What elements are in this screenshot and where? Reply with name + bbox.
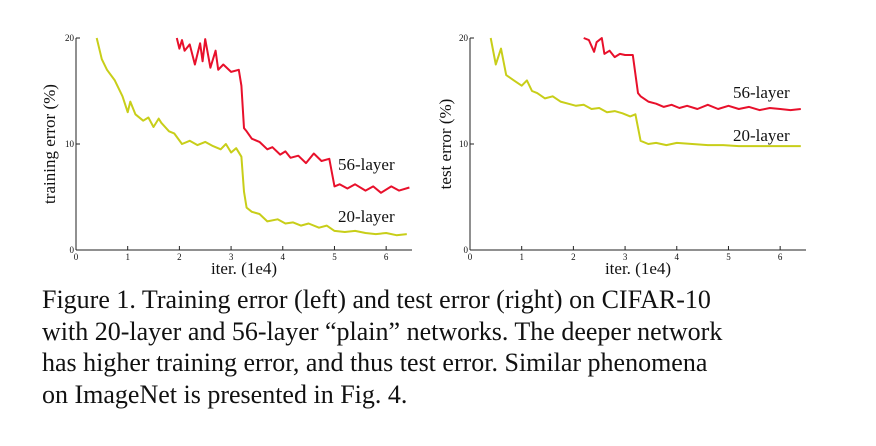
x-tick-label: 5 bbox=[332, 252, 337, 262]
x-tick-label: 0 bbox=[74, 252, 79, 262]
y-tick-label: 20 bbox=[65, 33, 75, 43]
chart-panel-test-error: 0 1 2 3 4 5 6 0 10 20 test error (%) iter. (1e4) 56-… bbox=[436, 33, 806, 278]
chart-panel-training-error: 0 1 2 3 4 5 6 0 10 20 training error (%) iter. (1e4… bbox=[40, 33, 412, 278]
caption-line: with 20-layer and 56-layer “plain” netwo… bbox=[42, 316, 723, 346]
series-label-20-layer: 20-layer bbox=[338, 207, 395, 226]
y-tick-label: 0 bbox=[464, 245, 469, 255]
y-tick-label: 20 bbox=[459, 33, 469, 43]
x-tick-label: 1 bbox=[125, 252, 130, 262]
series-line-56-layer bbox=[583, 37, 801, 112]
x-tick-label: 0 bbox=[468, 252, 473, 262]
x-tick-label: 2 bbox=[571, 252, 576, 262]
x-tick-label: 3 bbox=[229, 252, 234, 262]
series-line-20-layer bbox=[95, 37, 407, 237]
series-label-56-layer: 56-layer bbox=[338, 155, 395, 174]
series-label-20-layer: 20-layer bbox=[733, 126, 790, 145]
caption-line: has higher training error, and thus test… bbox=[42, 348, 708, 377]
x-tick-label: 1 bbox=[519, 252, 524, 262]
x-axis-label: iter. (1e4) bbox=[605, 259, 671, 278]
series-label-56-layer: 56-layer bbox=[733, 83, 790, 102]
y-axis-label: test error (%) bbox=[436, 99, 455, 190]
x-tick-label: 6 bbox=[384, 252, 389, 262]
x-tick-label: 3 bbox=[623, 252, 628, 262]
series-line-20-layer bbox=[489, 37, 801, 148]
y-tick-label: 10 bbox=[65, 139, 75, 149]
figure-caption: Figure 1. Training error (left) and test… bbox=[42, 284, 852, 410]
y-axis-label: training error (%) bbox=[40, 84, 59, 204]
x-tick-label: 2 bbox=[177, 252, 182, 262]
series-line-56-layer bbox=[175, 37, 410, 194]
x-tick-label: 6 bbox=[778, 252, 783, 262]
y-tick-label: 10 bbox=[459, 139, 469, 149]
x-tick-label: 4 bbox=[675, 252, 680, 262]
caption-line: on ImageNet is presented in Fig. 4. bbox=[42, 379, 408, 409]
x-tick-label: 5 bbox=[726, 252, 731, 262]
x-axis-label: iter. (1e4) bbox=[211, 259, 277, 278]
x-tick-label: 4 bbox=[281, 252, 286, 262]
y-tick-label: 0 bbox=[70, 245, 75, 255]
caption-line: Figure 1. Training error (left) and test… bbox=[42, 285, 711, 314]
